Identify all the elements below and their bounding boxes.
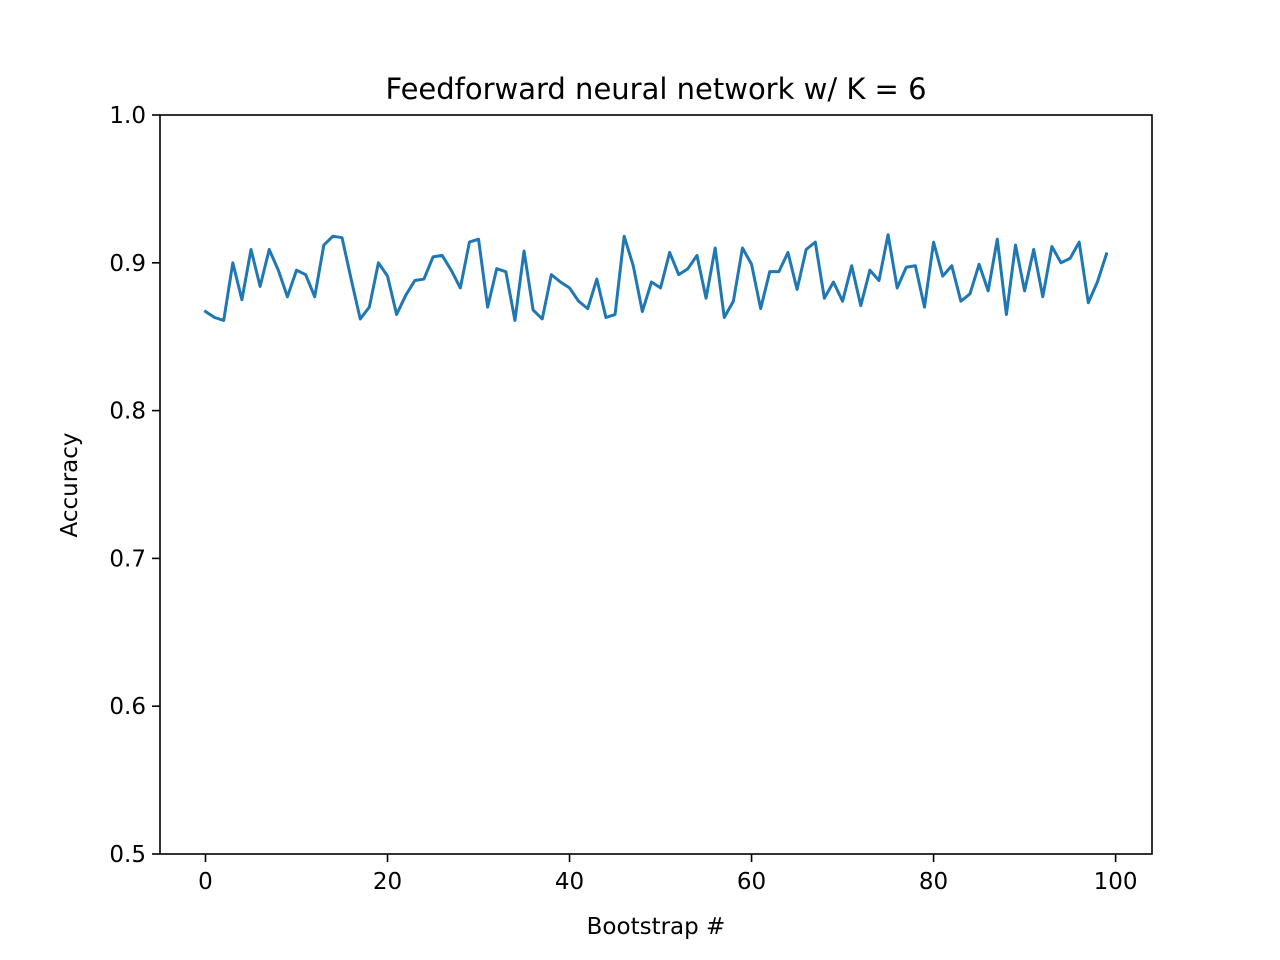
plot-frame (159, 114, 1153, 855)
x-tick-label: 60 (737, 869, 766, 895)
x-axis: 0 20 40 60 80 100 (198, 854, 1138, 895)
x-tick-label: 100 (1094, 869, 1138, 895)
x-tick-label: 20 (373, 869, 402, 895)
series-line-0 (203, 233, 1109, 322)
y-tick-label: 1.0 (109, 103, 146, 129)
chart-title: Feedforward neural network w/ K = 6 (385, 72, 926, 106)
y-tick-label: 0.8 (109, 399, 146, 425)
y-tick-label: 0.7 (109, 546, 146, 572)
y-axis: 0.5 0.6 0.7 0.8 0.9 1.0 (109, 103, 160, 868)
x-tick-label: 80 (919, 869, 948, 895)
x-axis-label: Bootstrap # (587, 914, 726, 940)
y-axis-label: Accuracy (57, 432, 83, 537)
x-tick-label: 0 (198, 869, 213, 895)
y-tick-label: 0.9 (109, 251, 146, 277)
x-tick-label: 40 (555, 869, 584, 895)
y-tick-label: 0.6 (109, 694, 146, 720)
y-tick-label: 0.5 (109, 842, 146, 868)
plot-area (159, 114, 1153, 855)
